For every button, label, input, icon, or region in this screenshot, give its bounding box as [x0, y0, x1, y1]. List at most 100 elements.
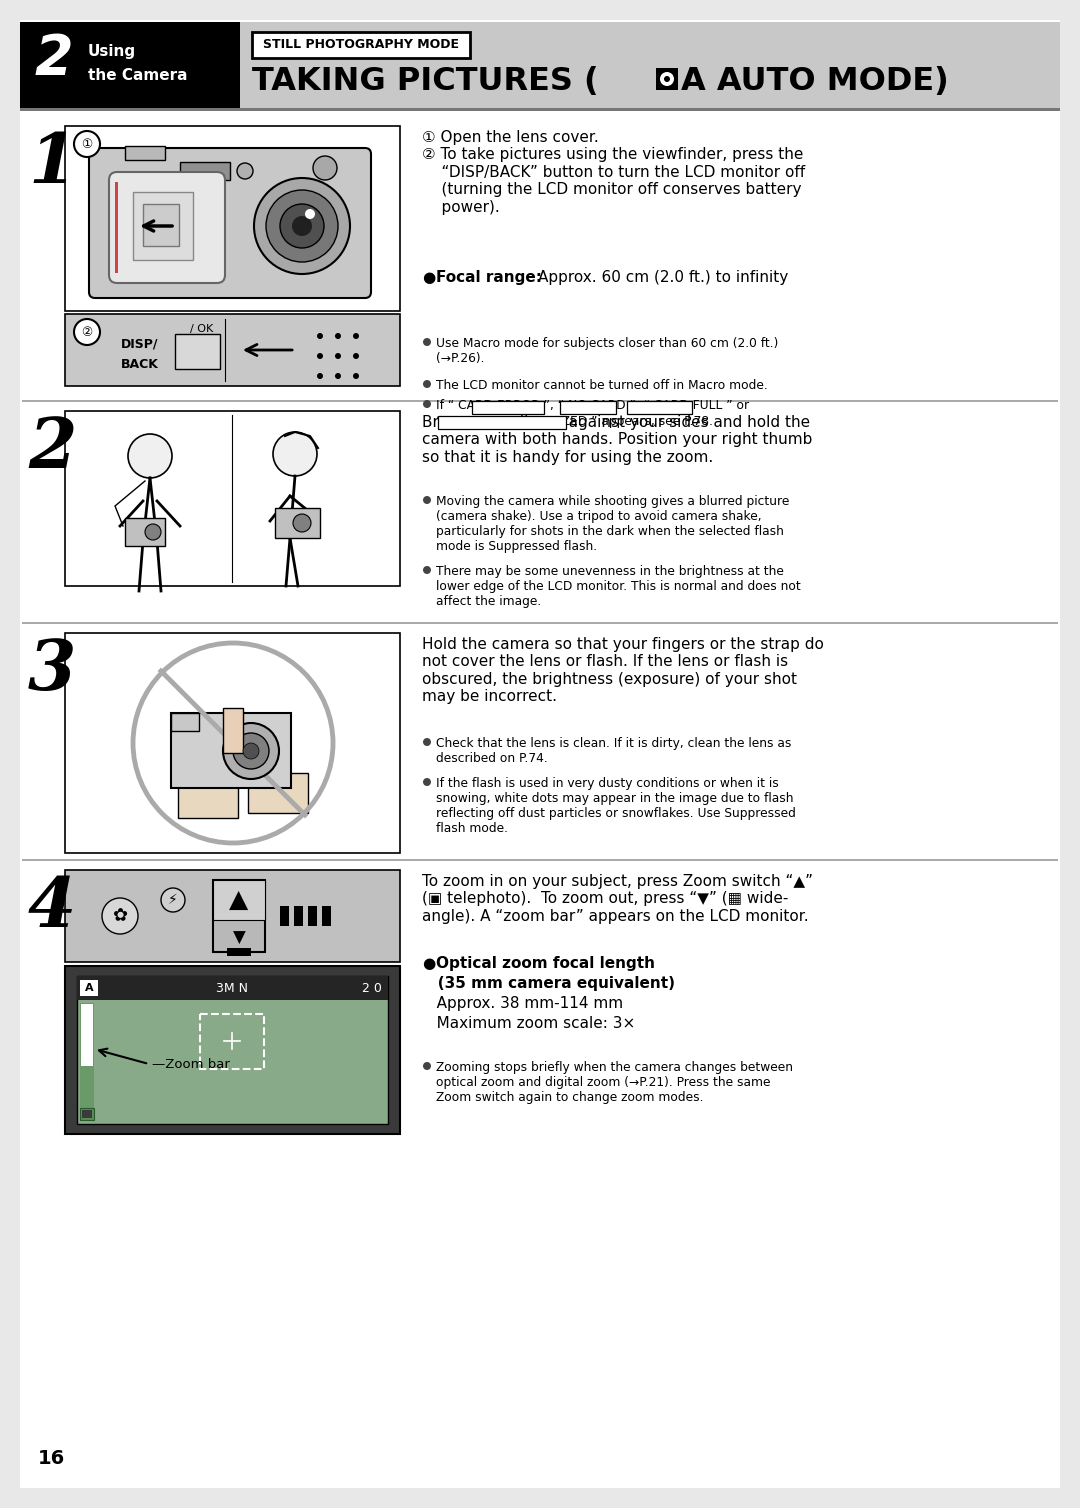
Bar [125, 146, 165, 160]
Text: 1: 1 [28, 130, 77, 198]
Text: Brace your elbows against your sides and hold the
camera with both hands. Positi: Brace your elbows against your sides and… [422, 415, 812, 464]
Text: Hold the camera so that your fingers or the strap do
not cover the lens or flash: Hold the camera so that your fingers or … [422, 636, 824, 704]
Circle shape [664, 75, 670, 81]
Text: BACK: BACK [121, 357, 159, 371]
Bar [561, 401, 616, 415]
Text: STILL PHOTOGRAPHY MODE: STILL PHOTOGRAPHY MODE [264, 39, 459, 51]
Text: To zoom in on your subject, press Zoom switch “▲”
(▣ telephoto).  To zoom out, p: To zoom in on your subject, press Zoom s… [422, 875, 813, 924]
Circle shape [318, 333, 323, 339]
Circle shape [313, 155, 337, 179]
Bar [438, 416, 566, 428]
Bar [21, 23, 240, 109]
Bar [171, 713, 199, 731]
Bar [82, 1110, 92, 1117]
Circle shape [145, 523, 161, 540]
Text: ②: ② [81, 326, 93, 338]
Bar [80, 1003, 94, 1117]
Text: DISP/: DISP/ [121, 338, 159, 350]
Circle shape [305, 210, 315, 219]
Circle shape [423, 737, 431, 746]
Circle shape [353, 372, 359, 379]
Text: ✿: ✿ [112, 906, 127, 924]
Bar [65, 127, 400, 311]
Text: ●: ● [422, 956, 435, 971]
Circle shape [423, 338, 431, 345]
Text: 16: 16 [38, 1449, 65, 1467]
Circle shape [129, 434, 172, 478]
Text: 2: 2 [28, 415, 77, 483]
Circle shape [161, 888, 185, 912]
Bar [133, 192, 193, 259]
Circle shape [423, 1062, 431, 1071]
Circle shape [423, 380, 431, 388]
Circle shape [254, 178, 350, 274]
Text: TAKING PICTURES (: TAKING PICTURES ( [252, 66, 598, 97]
Circle shape [318, 353, 323, 359]
Circle shape [423, 400, 431, 409]
Text: Use Macro mode for subjects closer than 60 cm (2.0 ft.)
(→P.26).: Use Macro mode for subjects closer than … [436, 336, 779, 365]
Circle shape [335, 333, 341, 339]
Circle shape [293, 514, 311, 532]
Bar [77, 976, 388, 1123]
Circle shape [423, 496, 431, 504]
Text: If “ CARD ERROR ”, “ NO CARD ”, “ CARD FULL ” or: If “ CARD ERROR ”, “ NO CARD ”, “ CARD F… [436, 400, 750, 412]
Text: Zooming stops briefly when the camera changes between
optical zoom and digital z: Zooming stops briefly when the camera ch… [436, 1062, 793, 1104]
Text: 3M N: 3M N [216, 982, 248, 994]
Bar [65, 870, 400, 962]
Circle shape [273, 431, 318, 477]
Bar [125, 519, 165, 546]
Text: 4: 4 [28, 875, 77, 941]
Text: A: A [84, 983, 93, 992]
Text: Moving the camera while shooting gives a blurred picture
(camera shake). Use a t: Moving the camera while shooting gives a… [436, 495, 789, 553]
Bar [80, 1108, 94, 1120]
Bar [178, 774, 238, 817]
Text: / OK: / OK [190, 324, 213, 333]
Bar [114, 182, 118, 273]
Text: 3: 3 [28, 636, 77, 704]
FancyBboxPatch shape [109, 172, 225, 284]
Text: 2: 2 [35, 32, 73, 86]
Bar [213, 881, 265, 952]
Bar [627, 401, 692, 415]
Circle shape [660, 72, 674, 86]
Circle shape [423, 778, 431, 786]
Circle shape [335, 353, 341, 359]
Circle shape [353, 333, 359, 339]
Text: ⚡: ⚡ [168, 893, 178, 906]
Circle shape [102, 897, 138, 933]
Bar [240, 23, 1059, 109]
Circle shape [280, 204, 324, 247]
Text: the Camera: the Camera [87, 68, 188, 83]
Bar [80, 980, 98, 995]
Text: ●: ● [422, 270, 435, 285]
Text: If the flash is used in very dusty conditions or when it is
snowing, white dots : If the flash is used in very dusty condi… [436, 777, 796, 835]
Bar [113, 176, 222, 277]
Circle shape [335, 372, 341, 379]
Bar [180, 161, 230, 179]
Bar [171, 713, 291, 789]
Bar [322, 906, 330, 926]
Bar [77, 976, 388, 1000]
Bar [21, 109, 1059, 112]
Text: ▼: ▼ [232, 929, 245, 947]
Text: Using: Using [87, 44, 136, 59]
Circle shape [292, 216, 312, 235]
Text: 2 0: 2 0 [362, 982, 382, 994]
Bar [65, 314, 400, 386]
Circle shape [222, 722, 279, 780]
Text: Optical zoom focal length: Optical zoom focal length [436, 956, 654, 971]
Bar [222, 707, 243, 752]
Bar [65, 633, 400, 854]
FancyBboxPatch shape [89, 148, 372, 299]
Text: Focal range:: Focal range: [436, 270, 548, 285]
Text: There may be some unevenness in the brightness at the
lower edge of the LCD moni: There may be some unevenness in the brig… [436, 566, 800, 608]
Text: Approx. 60 cm (2.0 ft.) to infinity: Approx. 60 cm (2.0 ft.) to infinity [538, 270, 788, 285]
Text: ① Open the lens cover.
② To take pictures using the viewfinder, press the
    “D: ① Open the lens cover. ② To take picture… [422, 130, 805, 214]
Circle shape [423, 566, 431, 575]
Text: Approx. 38 mm-114 mm: Approx. 38 mm-114 mm [422, 995, 623, 1010]
Bar [65, 967, 400, 1134]
Bar [656, 68, 678, 90]
Text: A AUTO MODE): A AUTO MODE) [681, 66, 948, 97]
Circle shape [75, 320, 100, 345]
Text: (35 mm camera equivalent): (35 mm camera equivalent) [422, 976, 675, 991]
